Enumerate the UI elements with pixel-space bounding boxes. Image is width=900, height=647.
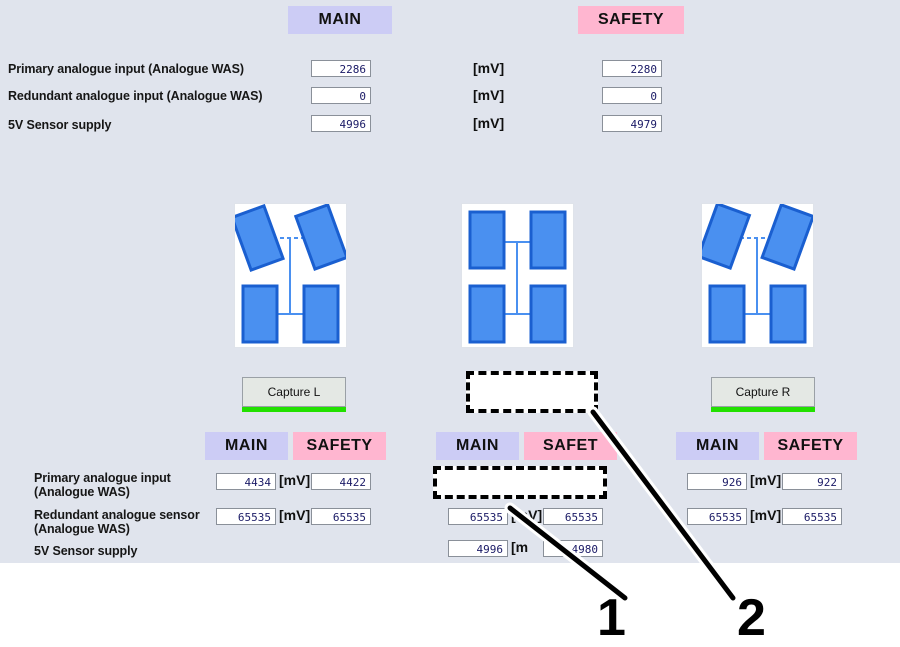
group-right-primary-main-value[interactable]: 926 bbox=[687, 473, 747, 490]
group-right-redundant-main-value[interactable]: 65535 bbox=[687, 508, 747, 525]
top-value-main-redundant[interactable]: 0 bbox=[311, 87, 371, 104]
group-neutral-redundant-safety-value[interactable]: 65535 bbox=[543, 508, 603, 525]
group-right-primary-safety-value[interactable]: 922 bbox=[782, 473, 842, 490]
group-right-redundant-unit: [mV] bbox=[750, 507, 782, 523]
group-right-redundant-safety-value[interactable]: 65535 bbox=[782, 508, 842, 525]
annotation-highlight-capture-n bbox=[466, 371, 598, 413]
top-value-main-primary[interactable]: 2286 bbox=[311, 60, 371, 77]
top-unit-redundant: [mV] bbox=[473, 87, 505, 103]
bottom-label-redundant-analogue-sensor: Redundant analogue sensor bbox=[34, 508, 200, 522]
bottom-label-redundant-analogue-was: (Analogue WAS) bbox=[34, 522, 130, 536]
group-neutral-header-main: MAIN bbox=[436, 432, 519, 460]
annotation-number-2: 2 bbox=[737, 589, 766, 647]
group-neutral-supply-safety-value[interactable]: 4980 bbox=[543, 540, 603, 557]
group-left-primary-main-value[interactable]: 4434 bbox=[216, 473, 276, 490]
top-unit-primary: [mV] bbox=[473, 60, 505, 76]
top-unit-supply: [mV] bbox=[473, 115, 505, 131]
capture-l-status-bar bbox=[242, 407, 346, 412]
group-left-redundant-unit: [mV] bbox=[279, 507, 311, 523]
wheel-diagram-left bbox=[234, 203, 347, 348]
group-neutral-supply-unit: [m bbox=[511, 539, 529, 555]
group-left-redundant-safety-value[interactable]: 65535 bbox=[311, 508, 371, 525]
annotation-highlight-neutral-primary-row bbox=[433, 466, 607, 499]
group-right-header-main: MAIN bbox=[676, 432, 759, 460]
top-header-main: MAIN bbox=[288, 6, 392, 34]
top-row-label-primary-analogue-input: Primary analogue input (Analogue WAS) bbox=[8, 62, 244, 76]
group-left-redundant-main-value[interactable]: 65535 bbox=[216, 508, 276, 525]
group-neutral-supply-main-value[interactable]: 4996 bbox=[448, 540, 508, 557]
top-row-label-5v-sensor-supply: 5V Sensor supply bbox=[8, 118, 112, 132]
group-neutral-header-safety: SAFET bbox=[524, 432, 617, 460]
wheel-diagram-neutral bbox=[461, 203, 574, 348]
bottom-label-primary-analogue-was: (Analogue WAS) bbox=[34, 485, 130, 499]
group-neutral-redundant-unit: [mV] bbox=[511, 507, 543, 523]
top-value-safety-supply[interactable]: 4979 bbox=[602, 115, 662, 132]
top-value-safety-redundant[interactable]: 0 bbox=[602, 87, 662, 104]
group-left-primary-unit: [mV] bbox=[279, 472, 311, 488]
top-value-main-supply[interactable]: 4996 bbox=[311, 115, 371, 132]
capture-l-button[interactable]: Capture L bbox=[242, 377, 346, 407]
bottom-label-primary-analogue-input: Primary analogue input bbox=[34, 471, 171, 485]
capture-r-button[interactable]: Capture R bbox=[711, 377, 815, 407]
group-left-header-main: MAIN bbox=[205, 432, 288, 460]
group-right-header-safety: SAFETY bbox=[764, 432, 857, 460]
annotation-number-1: 1 bbox=[597, 589, 626, 647]
group-neutral-redundant-main-value[interactable]: 65535 bbox=[448, 508, 508, 525]
group-right-primary-unit: [mV] bbox=[750, 472, 782, 488]
top-header-safety: SAFETY bbox=[578, 6, 684, 34]
group-left-primary-safety-value[interactable]: 4422 bbox=[311, 473, 371, 490]
wheel-diagram-right bbox=[701, 203, 814, 348]
capture-r-status-bar bbox=[711, 407, 815, 412]
top-row-label-redundant-analogue-input: Redundant analogue input (Analogue WAS) bbox=[8, 89, 263, 103]
group-left-header-safety: SAFETY bbox=[293, 432, 386, 460]
bottom-label-5v-sensor-supply: 5V Sensor supply bbox=[34, 544, 138, 558]
top-value-safety-primary[interactable]: 2280 bbox=[602, 60, 662, 77]
